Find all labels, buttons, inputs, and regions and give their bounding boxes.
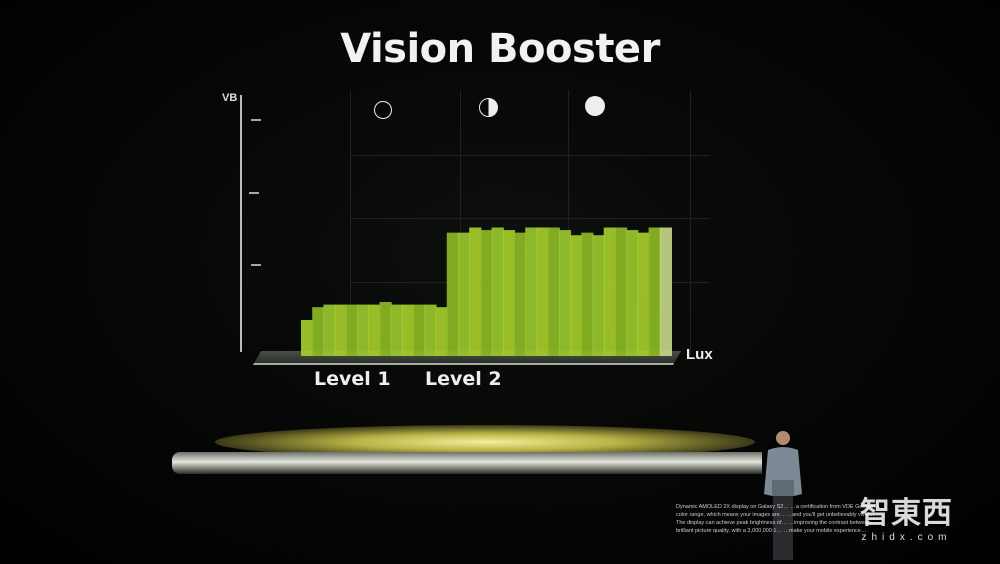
bar — [424, 304, 437, 356]
caption-line: color range, which means your images are… — [676, 512, 875, 518]
level-2-label: Level 2 — [425, 368, 502, 390]
slide-caption: Dynamic AMOLED 2X display on Galaxy S2… … — [676, 503, 976, 535]
bar — [446, 232, 459, 356]
bar — [592, 235, 605, 356]
caption-line: The display can achieve peak brightness … — [676, 520, 876, 526]
bar — [401, 304, 415, 356]
y-tick — [251, 264, 261, 266]
grid-line — [568, 90, 569, 355]
bar — [514, 232, 527, 356]
bar — [357, 304, 370, 356]
grid-line — [350, 90, 351, 355]
bar — [491, 227, 504, 356]
watermark-logo: 智東西 — [860, 496, 953, 531]
bar — [525, 227, 538, 356]
x-axis-label: Lux — [686, 346, 713, 363]
watermark: 智東西 zhidx.com — [860, 488, 953, 543]
bar — [323, 304, 336, 356]
watermark-url: zhidx.com — [861, 532, 952, 543]
grid-line — [690, 90, 691, 355]
y-tick — [249, 192, 259, 194]
caption-line: brilliant picture quality, with a 3,000,… — [676, 528, 867, 534]
bar — [570, 235, 583, 356]
grid-line — [350, 218, 710, 219]
full-circle-icon — [585, 96, 605, 116]
slide-title: Vision Booster — [340, 26, 660, 72]
empty-circle-icon — [374, 101, 392, 119]
bar — [659, 227, 672, 356]
bar — [547, 227, 560, 356]
bar — [648, 227, 661, 356]
bar — [536, 227, 549, 356]
y-tick — [251, 119, 261, 121]
bar — [390, 304, 403, 356]
bar — [480, 230, 493, 356]
bar — [368, 304, 381, 356]
bar — [581, 232, 594, 356]
bar — [413, 304, 426, 356]
grid-line — [350, 155, 710, 156]
y-axis — [240, 95, 242, 352]
grid-line — [460, 90, 461, 355]
bar — [301, 320, 314, 356]
bar — [469, 227, 482, 356]
bar — [614, 227, 628, 356]
bar — [626, 230, 639, 356]
bar — [345, 304, 359, 356]
level-1-label: Level 1 — [314, 368, 391, 390]
bar — [637, 232, 650, 356]
bar — [603, 227, 616, 356]
bar — [502, 230, 516, 356]
bar — [457, 232, 471, 356]
bar — [558, 230, 572, 356]
bar — [379, 302, 392, 356]
bar — [435, 307, 448, 356]
caption-line: Dynamic AMOLED 2X display on Galaxy S2… … — [676, 504, 881, 510]
bar — [312, 307, 325, 356]
presenter — [764, 431, 802, 560]
half-circle-icon — [479, 98, 498, 117]
phone-render — [172, 452, 762, 474]
bar — [334, 304, 347, 356]
y-axis-label: VB — [222, 92, 238, 104]
